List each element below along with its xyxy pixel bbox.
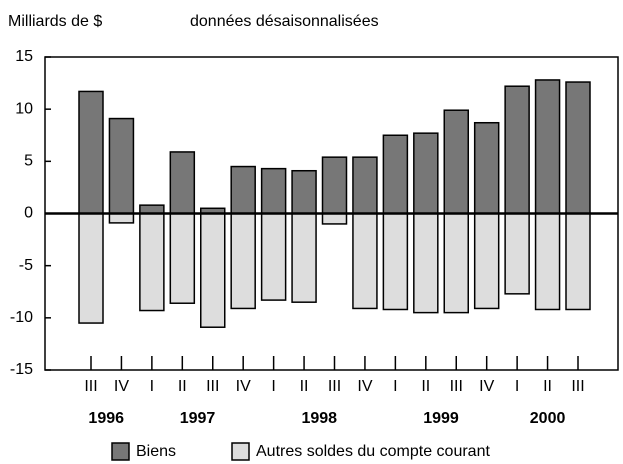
x-tick-label: II	[543, 378, 552, 395]
y-tick-label: 0	[24, 205, 33, 222]
bar	[78, 90, 104, 215]
bar	[352, 156, 378, 215]
x-tick-label: II	[300, 378, 309, 395]
chart-title: Milliards de $	[8, 13, 102, 30]
bar	[382, 212, 409, 311]
legend-label: Autres soldes du compte courant	[256, 443, 490, 460]
x-tick-label: IV	[357, 378, 372, 395]
bar	[260, 167, 287, 215]
bar	[139, 212, 165, 312]
x-tick-label: IV	[114, 378, 129, 395]
bar	[473, 212, 500, 310]
x-tick-label: I	[515, 378, 519, 395]
y-tick-label: 5	[24, 153, 33, 170]
year-label: 1996	[88, 410, 124, 427]
x-tick-label: I	[271, 378, 275, 395]
bar	[504, 212, 530, 295]
bar	[473, 121, 500, 215]
bar	[169, 151, 196, 215]
x-tick-label: IV	[236, 378, 251, 395]
bar	[291, 212, 317, 303]
bar	[230, 212, 256, 310]
bar	[139, 204, 165, 215]
x-tick-label: IV	[479, 378, 494, 395]
bar	[382, 134, 409, 215]
x-tick-label: II	[421, 378, 430, 395]
bar	[413, 212, 439, 314]
bar	[443, 109, 469, 215]
x-tick-label: III	[206, 378, 219, 395]
bar	[200, 212, 226, 328]
bar	[108, 212, 135, 224]
x-tick-label: III	[328, 378, 341, 395]
legend-label: Biens	[136, 443, 176, 460]
bar	[534, 212, 561, 311]
bar	[78, 212, 104, 324]
x-tick-label: II	[178, 378, 187, 395]
bar	[291, 169, 317, 215]
bar	[321, 212, 348, 225]
y-tick-label: -5	[19, 257, 33, 274]
x-tick-label: III	[571, 378, 584, 395]
y-tick-label: 15	[15, 48, 33, 65]
year-label: 2000	[530, 410, 566, 427]
chart-subtitle: données désaisonnalisées	[190, 13, 379, 30]
y-tick-label: -15	[10, 361, 33, 378]
year-label: 1997	[180, 410, 216, 427]
bar	[565, 81, 591, 215]
bar	[260, 212, 287, 301]
y-tick-label: 10	[15, 100, 33, 117]
legend-swatch	[111, 442, 130, 461]
year-label: 1999	[423, 410, 459, 427]
bar	[443, 212, 469, 314]
bar	[352, 212, 378, 310]
legend-swatch	[231, 442, 250, 461]
bar	[413, 132, 439, 215]
bar	[565, 212, 591, 311]
bar	[534, 79, 561, 215]
y-tick-label: -10	[10, 309, 33, 326]
bar	[169, 212, 196, 304]
x-tick-label: I	[393, 378, 397, 395]
year-label: 1998	[301, 410, 337, 427]
bar	[230, 165, 256, 215]
bar	[504, 85, 530, 215]
x-tick-label: III	[450, 378, 463, 395]
x-tick-label: I	[150, 378, 154, 395]
bar	[321, 156, 348, 215]
x-tick-label: III	[84, 378, 97, 395]
bar	[108, 117, 135, 215]
